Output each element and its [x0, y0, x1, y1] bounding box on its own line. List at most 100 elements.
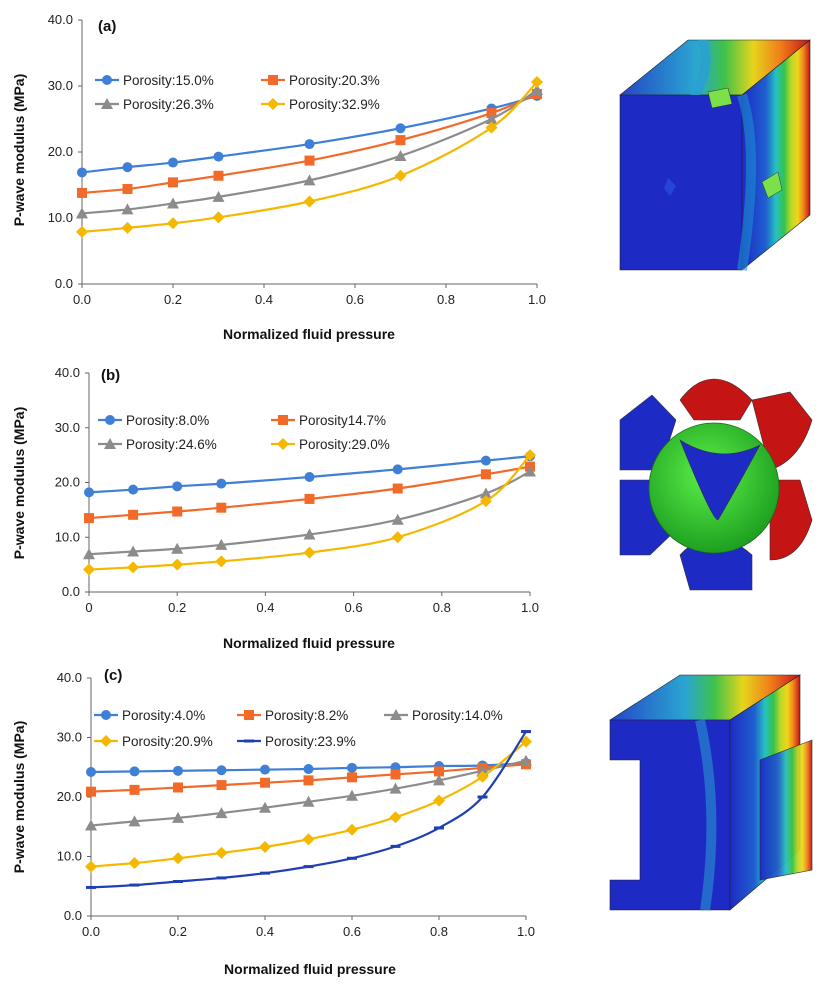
data-point-porosity-4-0-: [216, 765, 227, 776]
data-point-porosity-24-6-: [524, 465, 536, 477]
chart-panel-c: 0.0 10.0 20.0 30.0 40.0 0.0 0.2 0.4 0.6 0.8 1.0 Po…: [11, 667, 535, 977]
data-point-porosity-20-9-: [259, 840, 271, 853]
y-tick-label: 40.0: [55, 365, 80, 380]
x-tick-label: 0.0: [82, 924, 100, 939]
x-axis-title-a: Normalized fluid pressure: [223, 326, 395, 342]
legend-label-porosity-29-0-: Porosity:29.0%: [299, 437, 390, 452]
data-point-porosity-26-3-: [485, 113, 498, 124]
legend-label-porosity-20-3-: Porosity:20.3%: [289, 73, 380, 88]
data-point-porosity-8-2-: [390, 769, 401, 780]
data-point-porosity-24-6-: [303, 528, 316, 540]
data-point-porosity14-7-: [172, 506, 183, 517]
data-point-porosity-23-9-: [477, 795, 488, 799]
data-point-porosity-29-0-: [171, 558, 184, 571]
data-point-porosity-8-2-: [129, 784, 140, 795]
series-line-porosity-32-9-: [81, 81, 538, 233]
x-tick-label: 1.0: [521, 600, 539, 615]
data-point-porosity-20-9-: [302, 833, 315, 846]
data-point-porosity-4-0-: [303, 764, 314, 775]
x-tick-label: 0.4: [256, 600, 274, 615]
data-point-porosity-8-0-: [128, 484, 139, 495]
data-point-porosity14-7-: [84, 513, 94, 524]
series-lines-b: [83, 449, 536, 576]
data-point-porosity-14-0-: [476, 764, 489, 776]
y-tick-label: 30.0: [48, 78, 73, 93]
data-point-porosity-15-0-: [168, 157, 178, 168]
data-point-porosity-8-0-: [216, 478, 227, 489]
data-point-porosity-32-9-: [303, 195, 316, 208]
data-point-porosity-8-0-: [480, 455, 491, 466]
legend-c: Porosity:4.0% Porosity:8.2% Porosity:14.0%…: [94, 708, 503, 749]
legend-marker-porosity-15-0-: [102, 75, 112, 85]
data-point-porosity-20-3-: [395, 135, 406, 146]
series-line-porosity-15-0-: [81, 94, 538, 174]
y-tick-label: 20.0: [48, 144, 73, 159]
axes-c: 0.0 10.0 20.0 30.0 40.0 0.0 0.2 0.4 0.6 0.8 1.0: [57, 670, 535, 939]
x-tick-label: 0.8: [430, 924, 448, 939]
y-tick-label: 0.0: [62, 584, 80, 599]
data-point-porosity-8-2-: [260, 777, 270, 788]
data-point-porosity-20-9-: [172, 852, 184, 865]
legend-marker-porosity-29-0-: [277, 438, 289, 450]
series-line-porosity-24-6-: [88, 470, 531, 556]
data-point-porosity-29-0-: [391, 531, 404, 544]
x-axis-title-b: Normalized fluid pressure: [223, 635, 395, 651]
data-point-porosity-23-9-: [521, 730, 531, 734]
legend-label-porosity-32-9-: Porosity:32.9%: [289, 97, 380, 112]
data-point-porosity-4-0-: [260, 764, 270, 775]
data-point-porosity-14-0-: [85, 819, 97, 831]
y-axis-title-b: P-wave modulus (MPa): [11, 407, 27, 559]
data-point-porosity-15-0-: [304, 139, 315, 150]
y-axis-title-c: P-wave modulus (MPa): [11, 721, 27, 873]
legend-marker-porosity-8-2-: [244, 710, 254, 720]
fe-model-cross-c: [608, 674, 813, 911]
legend-label-porosity-8-2-: Porosity:8.2%: [265, 708, 348, 723]
data-point-porosity-26-3-: [121, 203, 134, 215]
data-point-porosity-32-9-: [212, 211, 225, 224]
data-point-porosity-20-3-: [168, 177, 178, 188]
legend-label-porosity-20-9-: Porosity:20.9%: [122, 734, 213, 749]
data-point-porosity-8-2-: [434, 766, 444, 777]
fe-model-cube-a: [619, 39, 811, 271]
legend-label-porosity-4-0-: Porosity:4.0%: [122, 708, 205, 723]
data-point-porosity-26-3-: [531, 83, 543, 95]
legend-marker-porosity-20-9-: [100, 735, 112, 747]
data-point-porosity-15-0-: [395, 123, 406, 134]
data-point-porosity-8-0-: [304, 472, 315, 483]
data-point-porosity-20-9-: [520, 735, 532, 748]
data-point-porosity-4-0-: [173, 765, 183, 776]
data-point-porosity-23-9-: [216, 876, 227, 880]
data-point-porosity-29-0-: [83, 563, 95, 576]
y-tick-label: 10.0: [48, 210, 73, 225]
series-line-porosity-26-3-: [81, 89, 538, 215]
x-axis-title-c: Normalized fluid pressure: [224, 961, 396, 977]
data-point-porosity-29-0-: [524, 449, 536, 462]
legend-label-porosity-14-0-: Porosity:14.0%: [412, 708, 503, 723]
legend-a: Porosity:15.0% Porosity:20.3% Porosity:26.…: [95, 73, 380, 112]
data-point-porosity-24-6-: [391, 513, 404, 525]
data-point-porosity-8-0-: [392, 464, 403, 475]
data-point-porosity-23-9-: [347, 856, 357, 860]
series-lines-a: [76, 76, 543, 238]
data-point-porosity14-7-: [304, 493, 315, 504]
data-point-porosity-20-9-: [85, 860, 97, 873]
data-point-porosity-4-0-: [86, 767, 96, 778]
y-tick-label: 40.0: [48, 12, 73, 27]
data-point-porosity-26-3-: [394, 149, 407, 161]
y-axis-title-a: P-wave modulus (MPa): [11, 74, 27, 226]
data-point-porosity-20-9-: [476, 770, 489, 783]
data-point-porosity-15-0-: [213, 151, 224, 162]
data-point-porosity-20-3-: [77, 187, 87, 198]
data-point-porosity-14-0-: [346, 789, 358, 801]
legend-b: Porosity:8.0% Porosity14.7% Porosity:24.6%…: [98, 413, 390, 452]
x-tick-label: 0.2: [169, 924, 187, 939]
y-tick-label: 10.0: [57, 849, 82, 864]
fe-model-sphere-b: [619, 378, 813, 591]
data-point-porosity-29-0-: [127, 561, 140, 574]
data-point-porosity-24-6-: [83, 548, 95, 560]
data-point-porosity-15-0-: [77, 167, 87, 178]
data-point-porosity-20-9-: [389, 811, 402, 824]
data-point-porosity-14-0-: [302, 795, 315, 807]
legend-marker-porosity-4-0-: [101, 710, 111, 720]
y-tick-label: 30.0: [55, 420, 80, 435]
